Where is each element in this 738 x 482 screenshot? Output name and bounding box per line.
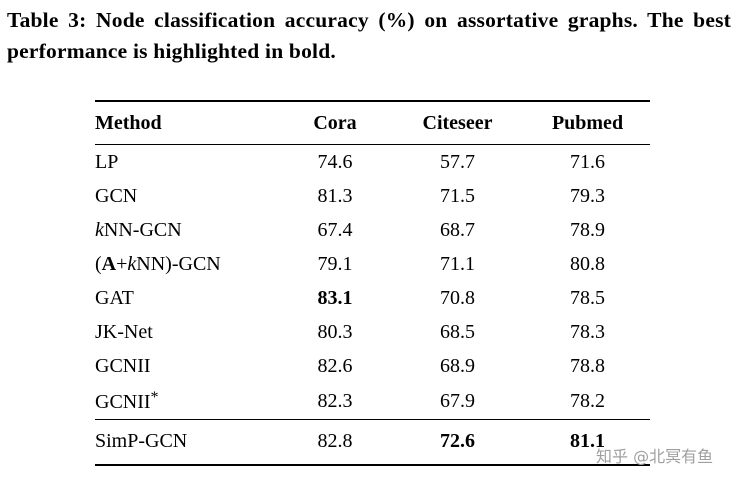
method-cell: kNN-GCN: [95, 213, 280, 247]
header-row: Method Cora Citeseer Pubmed: [95, 101, 650, 145]
value-cell: 82.6: [317, 354, 353, 377]
value-cell: 81.1: [570, 430, 605, 453]
table-row: GCNII* 82.3 67.9 78.2: [95, 383, 650, 420]
table-row: SimP-GCN 82.8 72.6 81.1: [95, 420, 650, 466]
value-cell: 72.6: [440, 430, 475, 453]
table-row: GCNII 82.6 68.9 78.8: [95, 349, 650, 383]
value-cell: 67.9: [440, 389, 475, 412]
value-cell: 80.8: [570, 252, 605, 275]
table-row: JK-Net 80.3 68.5 78.3: [95, 315, 650, 349]
method-cell: GAT: [95, 286, 134, 309]
table-row: (A+kNN)-GCN 79.1 71.1 80.8: [95, 247, 650, 281]
value-cell: 71.6: [570, 150, 605, 173]
method-cell: (A+kNN)-GCN: [95, 247, 280, 281]
value-cell: 82.3: [317, 389, 353, 412]
value-cell: 83.1: [317, 286, 353, 309]
value-cell: 74.6: [317, 150, 353, 173]
method-cell: LP: [95, 150, 119, 173]
method-text-segment: k: [95, 218, 104, 241]
table-row: kNN-GCN 67.4 68.7 78.9: [95, 213, 650, 247]
value-cell: 68.5: [440, 320, 475, 343]
column-header-pubmed: Pubmed: [551, 112, 624, 135]
method-cell: GCN: [95, 184, 138, 207]
table-row: LP 74.6 57.7 71.6: [95, 145, 650, 180]
value-cell: 68.7: [440, 218, 475, 241]
method-text-segment: A: [101, 252, 117, 275]
results-table: Method Cora Citeseer Pubmed LP 74.6 57.7 71…: [95, 100, 650, 467]
value-cell: 78.8: [570, 354, 605, 377]
value-cell: 70.8: [440, 286, 475, 309]
table-body: LP 74.6 57.7 71.6 GCN 81.3 71.5 79.3 kNN-GCN 67.4…: [95, 145, 650, 420]
column-header-method: Method: [95, 112, 162, 135]
method-text-segment: k: [127, 252, 137, 275]
table-header: Method Cora Citeseer Pubmed: [95, 101, 650, 145]
value-cell: 78.9: [570, 218, 605, 241]
value-cell: 82.8: [317, 430, 353, 453]
table-caption: Table 3: Node classification accuracy (%…: [7, 8, 731, 64]
value-cell: 80.3: [317, 320, 353, 343]
column-header-citeseer: Citeseer: [422, 112, 493, 135]
value-cell: 57.7: [440, 150, 475, 173]
value-cell: 71.5: [440, 184, 475, 207]
value-cell: 78.3: [570, 320, 605, 343]
value-cell: 79.1: [317, 252, 353, 275]
value-cell: 81.3: [317, 184, 353, 207]
method-text-segment: NN)-GCN: [136, 252, 221, 275]
method-text-segment: *: [150, 388, 159, 406]
method-text-segment: +: [116, 252, 128, 275]
method-cell: JK-Net: [95, 320, 153, 343]
method-text-segment: (: [95, 252, 102, 275]
value-cell: 79.3: [570, 184, 605, 207]
table-row: GAT 83.1 70.8 78.5: [95, 281, 650, 315]
table-footer: SimP-GCN 82.8 72.6 81.1: [95, 419, 650, 466]
method-text-segment: GCNII: [95, 390, 151, 413]
column-header-cora: Cora: [313, 112, 357, 135]
method-cell: SimP-GCN: [95, 430, 188, 453]
value-cell: 68.9: [440, 354, 475, 377]
method-cell: GCNII*: [95, 383, 280, 420]
watermark: 知乎 @北冥有鱼: [596, 447, 714, 466]
table-row: GCN 81.3 71.5 79.3: [95, 179, 650, 213]
value-cell: 71.1: [440, 252, 475, 275]
value-cell: 78.5: [570, 286, 605, 309]
value-cell: 67.4: [317, 218, 353, 241]
value-cell: 78.2: [570, 389, 605, 412]
method-text-segment: NN-GCN: [103, 218, 182, 241]
method-cell: GCNII: [95, 354, 151, 377]
